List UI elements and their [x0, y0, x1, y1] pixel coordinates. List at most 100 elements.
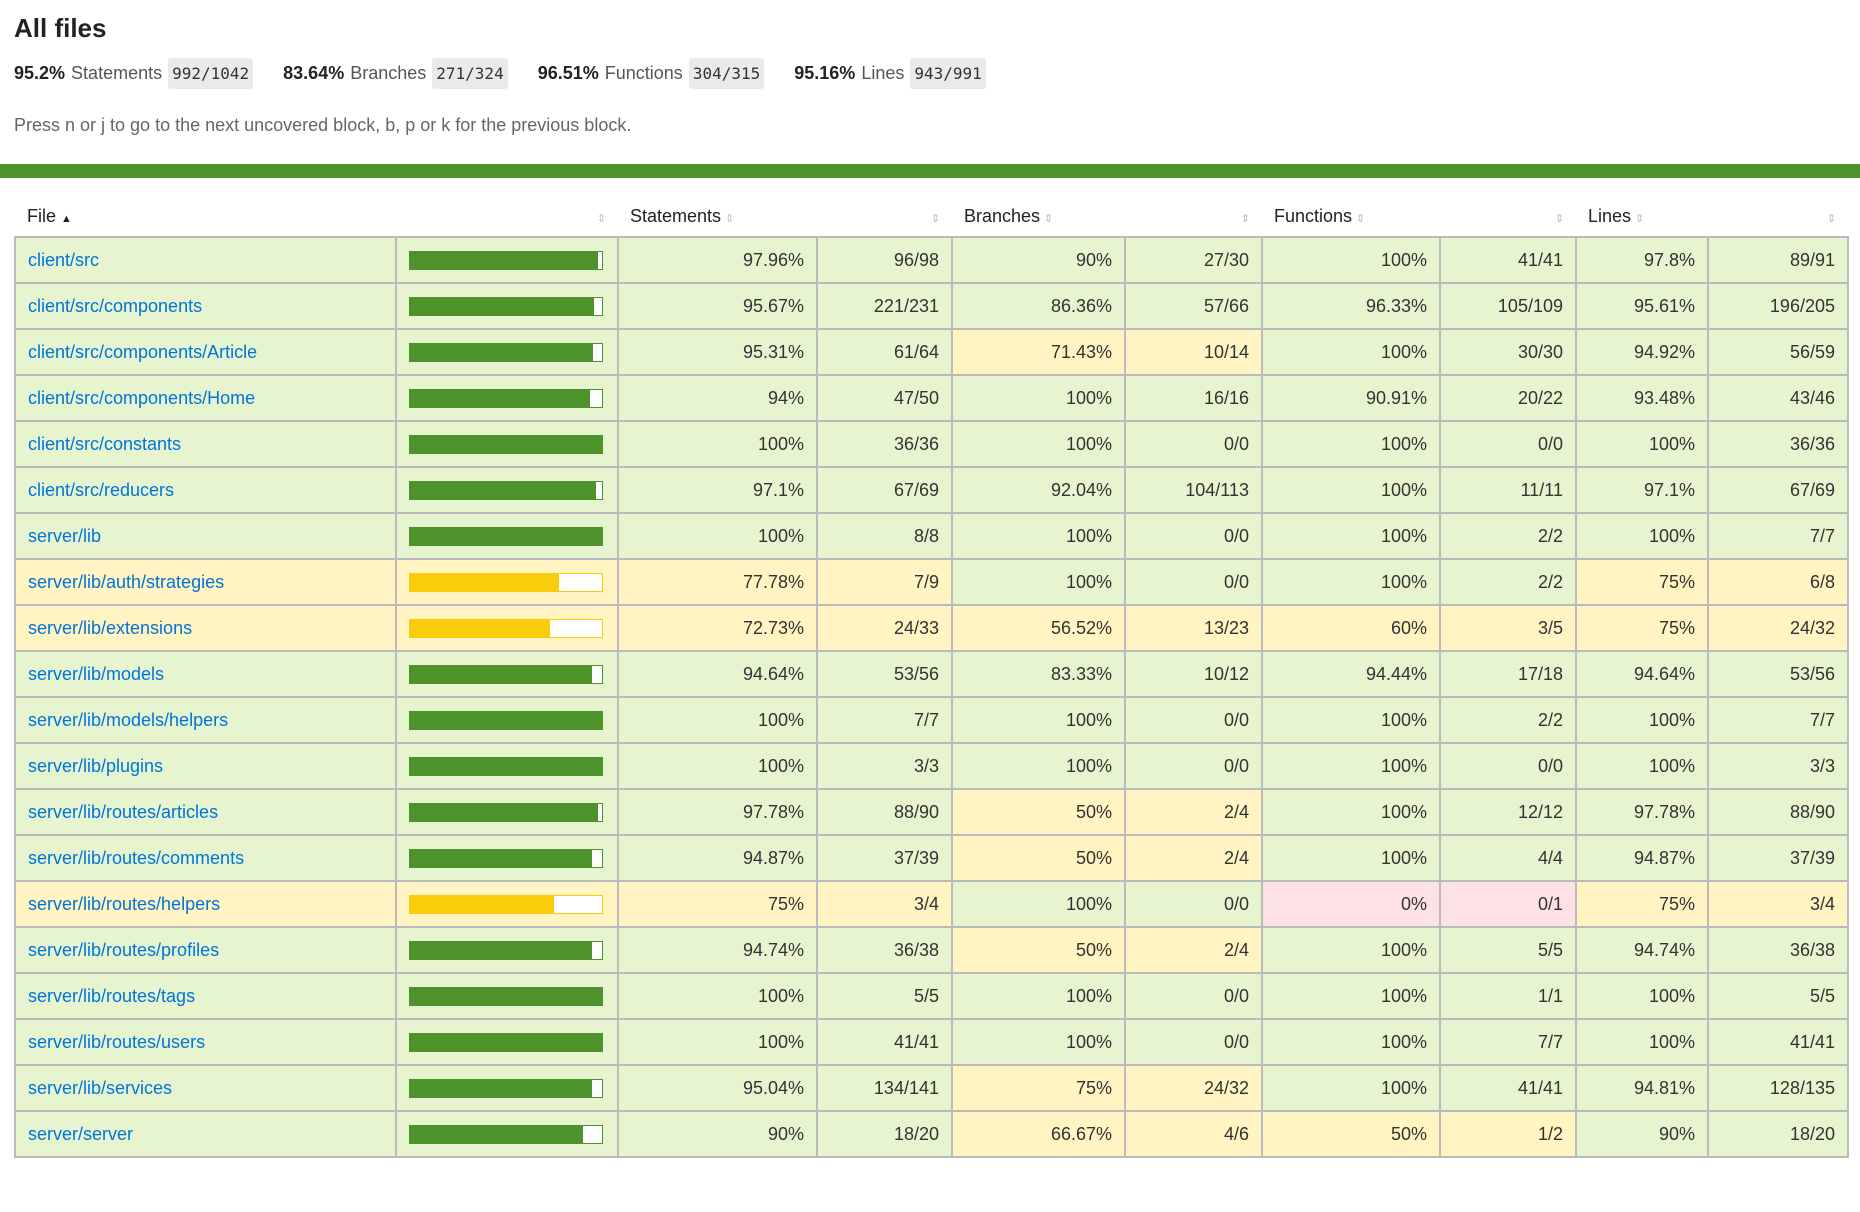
- coverage-bar-cell: [395, 926, 619, 974]
- functions-pct: 100%: [1261, 236, 1441, 284]
- functions-pct: 100%: [1261, 788, 1441, 836]
- file-cell: server/lib/routes/helpers: [14, 880, 397, 928]
- table-row: server/lib/routes/articles 97.78% 88/90 50%…: [14, 788, 1849, 836]
- coverage-bar: [409, 664, 603, 684]
- statements-pct: 100%: [617, 972, 818, 1020]
- file-link[interactable]: server/lib/plugins: [28, 755, 164, 776]
- coverage-bar-cell: [395, 236, 619, 284]
- file-link[interactable]: server/lib/models/helpers: [28, 709, 229, 730]
- file-link[interactable]: server/server: [28, 1123, 134, 1144]
- statements-fraction: 41/41: [816, 1018, 953, 1066]
- branches-pct: 100%: [951, 512, 1126, 560]
- functions-fraction: 1/1: [1439, 972, 1577, 1020]
- coverage-bar-cell: [395, 512, 619, 560]
- table-row: client/src/constants 100% 36/36 100% 0/0 100%…: [14, 420, 1849, 468]
- file-link[interactable]: server/lib/routes/helpers: [28, 893, 221, 914]
- lines-pct: 94.92%: [1575, 328, 1709, 376]
- sort-icon: ⇕: [930, 212, 940, 225]
- column-functions[interactable]: Functions ⇕: [1262, 196, 1440, 237]
- column-branches[interactable]: Branches ⇕: [952, 196, 1125, 237]
- statements-pct: 94%: [617, 374, 818, 422]
- statements-fraction: 3/4: [816, 880, 953, 928]
- coverage-bar: [409, 1124, 603, 1144]
- branches-pct: 86.36%: [951, 282, 1126, 330]
- coverage-bar: [409, 710, 603, 730]
- coverage-bar: [409, 480, 603, 500]
- file-link[interactable]: server/lib/routes/articles: [28, 801, 219, 822]
- branches-pct: 92.04%: [951, 466, 1126, 514]
- coverage-bar: [409, 296, 603, 316]
- branches-fraction: 0/0: [1124, 558, 1263, 606]
- coverage-bar: [409, 618, 603, 638]
- file-cell: server/server: [14, 1110, 397, 1158]
- functions-pct: 100%: [1261, 558, 1441, 606]
- file-link[interactable]: server/lib/routes/tags: [28, 985, 196, 1006]
- file-link[interactable]: server/lib/models: [28, 663, 165, 684]
- file-link[interactable]: server/lib/auth/strategies: [28, 571, 225, 592]
- file-link[interactable]: client/src/constants: [28, 433, 182, 454]
- lines-pct: 100%: [1575, 742, 1709, 790]
- file-link[interactable]: client/src/components: [28, 295, 203, 316]
- coverage-bar-cell: [395, 604, 619, 652]
- functions-fraction: 0/0: [1439, 742, 1577, 790]
- branches-pct: 50%: [951, 926, 1126, 974]
- branches-pct: 83.33%: [951, 650, 1126, 698]
- branches-pct: 100%: [951, 420, 1126, 468]
- file-link[interactable]: server/lib: [28, 525, 102, 546]
- column-branches-raw[interactable]: ⇕: [1125, 196, 1262, 237]
- statements-fraction: 37/39: [816, 834, 953, 882]
- file-link[interactable]: server/lib/extensions: [28, 617, 193, 638]
- statements-fraction: 8/8: [816, 512, 953, 560]
- column-statements-raw[interactable]: ⇕: [817, 196, 952, 237]
- summary-pct: 95.16%: [794, 63, 856, 83]
- file-cell: client/src/reducers: [14, 466, 397, 514]
- file-link[interactable]: client/src/reducers: [28, 479, 175, 500]
- table-row: server/lib/auth/strategies 77.78% 7/9 100% 0…: [14, 558, 1849, 606]
- file-link[interactable]: server/lib/routes/profiles: [28, 939, 220, 960]
- functions-fraction: 30/30: [1439, 328, 1577, 376]
- coverage-bar: [409, 388, 603, 408]
- file-link[interactable]: client/src/components/Article: [28, 341, 258, 362]
- column-file[interactable]: File ▲: [15, 196, 396, 237]
- branches-fraction: 2/4: [1124, 926, 1263, 974]
- lines-pct: 100%: [1575, 1018, 1709, 1066]
- file-cell: server/lib/services: [14, 1064, 397, 1112]
- summary-branches: 83.64% Branches 271/324: [283, 58, 508, 89]
- lines-fraction: 53/56: [1707, 650, 1849, 698]
- sort-icon: ⇕: [1635, 212, 1645, 225]
- lines-fraction: 196/205: [1707, 282, 1849, 330]
- functions-pct: 100%: [1261, 926, 1441, 974]
- file-link[interactable]: client/src/components/Home: [28, 387, 256, 408]
- functions-pct: 90.91%: [1261, 374, 1441, 422]
- table-row: server/lib/plugins 100% 3/3 100% 0/0 100% 0/0 1…: [14, 742, 1849, 790]
- file-link[interactable]: server/lib/routes/comments: [28, 847, 245, 868]
- lines-fraction: 7/7: [1707, 512, 1849, 560]
- statements-pct: 94.64%: [617, 650, 818, 698]
- column-lines[interactable]: Lines ⇕: [1576, 196, 1708, 237]
- lines-pct: 94.81%: [1575, 1064, 1709, 1112]
- column-lines-raw[interactable]: ⇕: [1708, 196, 1848, 237]
- lines-pct: 94.64%: [1575, 650, 1709, 698]
- column-functions-raw[interactable]: ⇕: [1440, 196, 1576, 237]
- column-statements[interactable]: Statements ⇕: [618, 196, 817, 237]
- file-cell: server/lib/routes/users: [14, 1018, 397, 1066]
- functions-pct: 100%: [1261, 466, 1441, 514]
- coverage-bar: [409, 572, 603, 592]
- summary-pct: 83.64%: [283, 63, 345, 83]
- column-file-bar[interactable]: ⇕: [396, 196, 618, 237]
- table-row: client/src/components/Home 94% 47/50 100% 16…: [14, 374, 1849, 422]
- coverage-bar: [409, 802, 603, 822]
- header-label: Lines: [1588, 205, 1632, 226]
- sort-asc-icon: ▲: [61, 212, 72, 225]
- coverage-bar-fill: [410, 251, 599, 269]
- file-link[interactable]: server/lib/services: [28, 1077, 173, 1098]
- branches-pct: 50%: [951, 788, 1126, 836]
- summary-pct: 96.51%: [537, 63, 599, 83]
- file-link[interactable]: server/lib/routes/users: [28, 1031, 206, 1052]
- branches-fraction: 4/6: [1124, 1110, 1263, 1158]
- branches-fraction: 2/4: [1124, 834, 1263, 882]
- file-cell: client/src/components/Article: [14, 328, 397, 376]
- coverage-bar-fill: [410, 1033, 602, 1051]
- coverage-bar-cell: [395, 650, 619, 698]
- file-link[interactable]: client/src: [28, 249, 100, 270]
